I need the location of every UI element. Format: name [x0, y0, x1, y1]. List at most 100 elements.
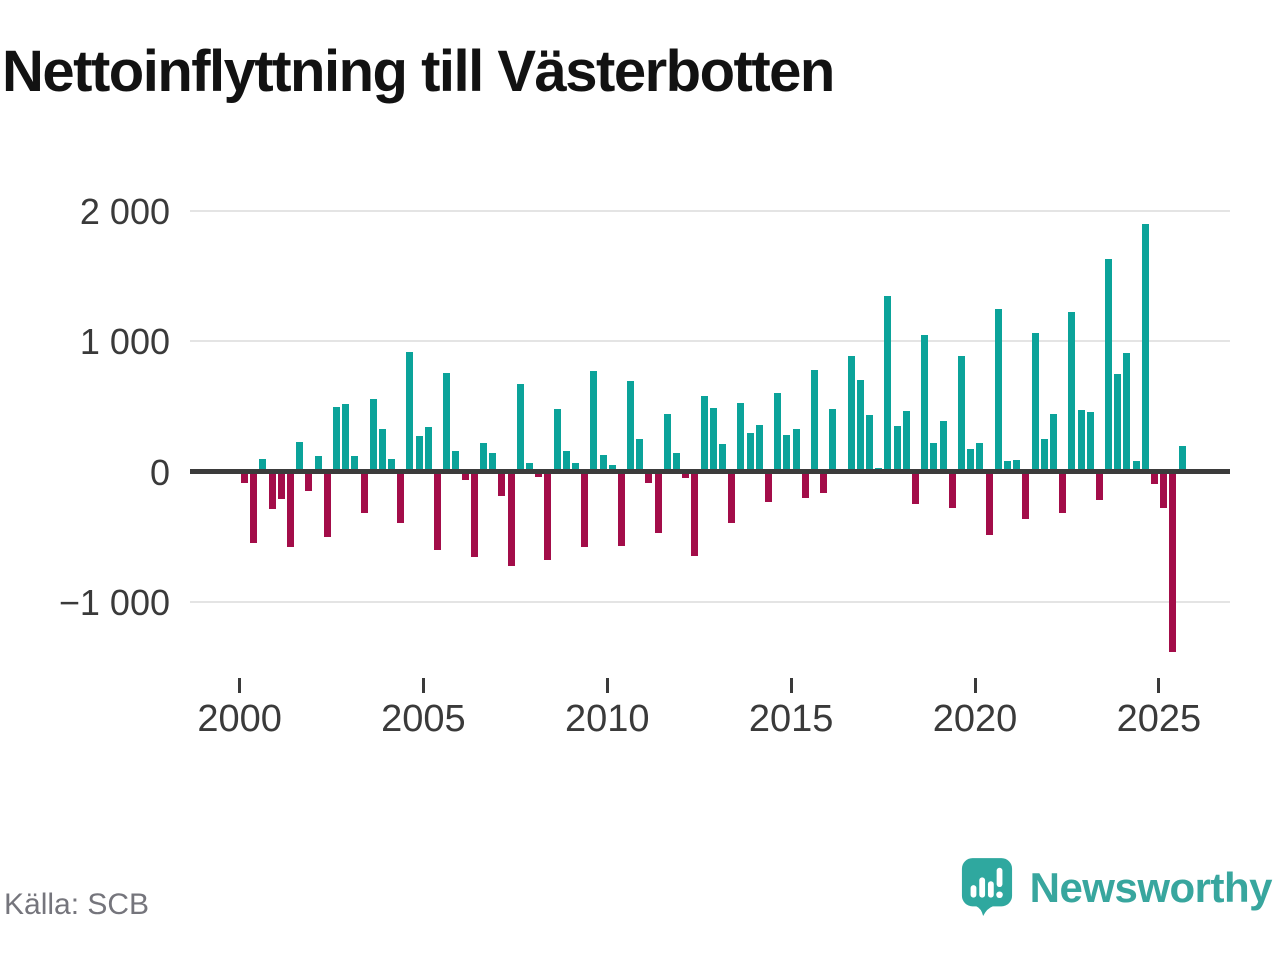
bar-quarter-value	[783, 435, 791, 472]
bar-quarter-value	[507, 471, 515, 567]
bar-quarter-value	[314, 456, 322, 472]
bar-quarter-value	[663, 414, 671, 472]
bar-quarter-value	[1013, 459, 1021, 472]
bar-quarter-value	[360, 471, 368, 513]
brand-name: Newsworthy	[1029, 864, 1273, 911]
bar-quarter-value	[1003, 461, 1011, 472]
gridline	[190, 340, 1230, 343]
bar-quarter-value	[1077, 409, 1085, 472]
bar-quarter-value	[958, 355, 965, 472]
x-axis-tick-label: 2020	[932, 698, 1018, 740]
bar-quarter-value	[1049, 414, 1057, 472]
bar-quarter-value	[774, 392, 782, 472]
bar-quarter-value	[296, 441, 304, 472]
zero-axis-line	[190, 469, 1230, 475]
bar-quarter-value	[948, 471, 956, 509]
bar-quarter-value	[884, 295, 892, 472]
bar-quarter-value	[332, 406, 340, 472]
bar-quarter-value	[1178, 445, 1186, 472]
bar-quarter-value	[480, 443, 487, 472]
bar-quarter-value	[581, 471, 589, 548]
x-axis-tick	[238, 678, 242, 693]
bar-quarter-value	[709, 407, 717, 472]
bar-quarter-value	[1105, 258, 1113, 472]
bar-quarter-value	[562, 450, 570, 472]
bar-quarter-value	[902, 411, 910, 472]
bar-quarter-value	[1123, 353, 1131, 472]
plot-area: 2000 2005 2010 2015 2020 2025	[190, 190, 1230, 740]
gridline	[190, 601, 1230, 603]
bar-quarter-value	[1151, 471, 1159, 485]
bar-quarter-value	[599, 454, 607, 472]
bar-quarter-value	[912, 471, 920, 504]
y-axis-tick-label: −1 000	[58, 582, 170, 623]
y-axis-tick-label: 0	[149, 451, 170, 493]
bar-quarter-value	[1095, 471, 1103, 501]
x-axis-tick	[421, 678, 425, 693]
bar-quarter-value	[737, 402, 745, 472]
bar-quarter-value	[498, 471, 506, 496]
bar-quarter-value	[571, 462, 579, 472]
bar-quarter-value	[893, 426, 901, 472]
bar-quarter-value	[388, 459, 396, 472]
bar-quarter-value	[305, 471, 313, 491]
y-axis-tick-label: 1 000	[79, 321, 170, 363]
bar-quarter-value	[700, 396, 708, 472]
bar-quarter-value	[764, 471, 772, 502]
bar-quarter-value	[1059, 471, 1067, 513]
newsworthy-bar-chart-bubble-icon	[960, 856, 1014, 920]
bar-quarter-value	[535, 471, 543, 477]
bar-quarter-value	[434, 471, 442, 550]
bar-quarter-value	[1141, 224, 1149, 472]
bar-quarter-value	[728, 471, 736, 524]
bar-quarter-value	[645, 471, 653, 483]
x-axis-tick	[605, 678, 609, 693]
bar-quarter-value	[250, 471, 258, 544]
bar-quarter-value	[470, 471, 478, 558]
bar-quarter-value	[415, 435, 423, 472]
bar-quarter-value	[342, 403, 350, 472]
bar-quarter-value	[856, 379, 864, 472]
bar-quarter-value	[939, 420, 947, 472]
y-axis-tick-label: 2 000	[79, 191, 170, 233]
bar-quarter-value	[847, 356, 855, 472]
bar-quarter-value	[967, 448, 975, 472]
bar-quarter-value	[369, 399, 377, 472]
bar-quarter-value	[608, 465, 616, 472]
page-title: Nettoinflyttning till Västerbotten	[2, 39, 835, 104]
bar-quarter-value	[654, 471, 662, 533]
bar-quarter-value	[829, 409, 837, 472]
bar-quarter-value	[792, 429, 800, 472]
gridline	[190, 210, 1230, 213]
bar-quarter-value	[866, 415, 874, 472]
bar-quarter-value	[801, 471, 809, 498]
bar-quarter-value	[1169, 471, 1177, 652]
bar-quarter-value	[1132, 461, 1140, 472]
bar-quarter-value	[378, 429, 386, 472]
bar-quarter-value	[691, 471, 699, 557]
bar-quarter-value	[985, 471, 993, 535]
bar-quarter-value	[1160, 471, 1168, 509]
bar-quarter-value	[553, 408, 561, 472]
bar-quarter-value	[921, 334, 929, 472]
bar-quarter-value	[259, 459, 267, 472]
x-axis-tick-label: 2010	[565, 698, 650, 740]
logo-bubble-shape	[961, 858, 1012, 916]
bar-quarter-value	[461, 471, 469, 480]
bar-quarter-value	[1040, 439, 1048, 472]
bar-quarter-value	[516, 383, 524, 472]
bar-quarter-value	[673, 452, 681, 472]
x-axis-tick-label: 2005	[381, 698, 466, 740]
bar-quarter-value	[1022, 471, 1030, 519]
bar-quarter-value	[810, 370, 818, 472]
bar-quarter-value	[443, 372, 451, 472]
bar-quarter-value	[994, 308, 1002, 472]
bar-quarter-value	[617, 471, 625, 546]
x-axis-tick	[973, 678, 977, 693]
bar-quarter-value	[746, 432, 754, 472]
bar-quarter-value	[323, 471, 331, 537]
bar-quarter-value	[544, 471, 552, 560]
bar-quarter-value	[424, 426, 432, 472]
x-axis-tick-label: 2000	[197, 698, 282, 740]
